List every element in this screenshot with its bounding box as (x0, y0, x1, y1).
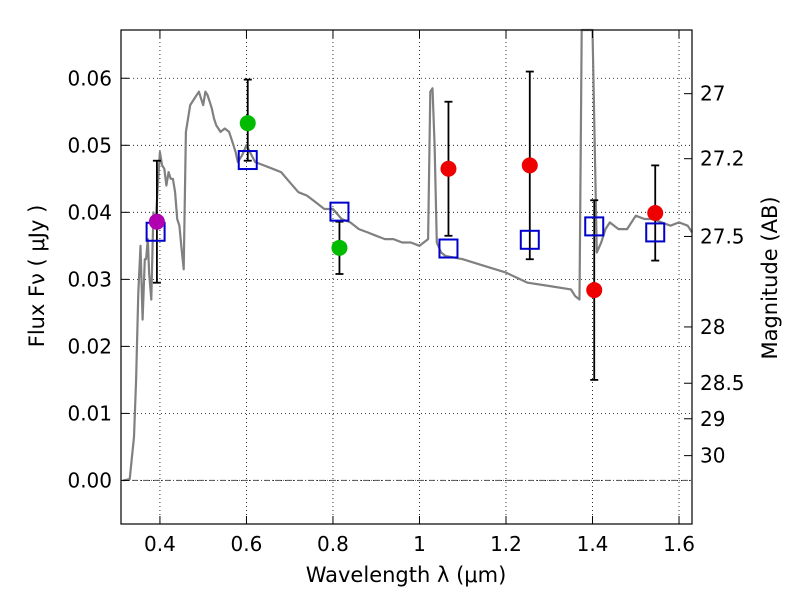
observed-red-point (521, 157, 538, 174)
right-tick-label: 28.5 (700, 371, 745, 395)
model-photometry-point (519, 229, 540, 250)
data-markers (145, 115, 666, 299)
observed-red-point (440, 160, 457, 177)
x-tick-label: 0.6 (231, 532, 263, 556)
x-tick-label: 1 (413, 532, 426, 556)
x-axis-label: Wavelength λ (μm) (306, 563, 507, 587)
right-tick-label: 27 (700, 82, 725, 106)
model-photometry-point (237, 150, 258, 171)
x-tick-label: 0.8 (317, 532, 349, 556)
y-tick-label: 0.00 (67, 468, 112, 492)
x-tick-labels: 0.4 0.6 0.8 1 1.2 1.4 1.6 (144, 532, 695, 556)
y-tick-label: 0.03 (67, 267, 112, 291)
model-photometry-point (584, 216, 605, 237)
y-tick-labels: 0.00 0.01 0.02 0.03 0.04 0.05 0.06 (67, 66, 112, 492)
y-tick-label: 0.02 (67, 334, 112, 358)
observed-red-point (647, 204, 664, 221)
model-photometry-point (645, 222, 666, 243)
observed-red-point (586, 282, 603, 299)
right-axis-label: Magnitude (AB) (758, 196, 782, 359)
x-tick-label: 1.6 (663, 532, 695, 556)
y-tick-label: 0.01 (67, 401, 112, 425)
x-tick-label: 1.2 (490, 532, 522, 556)
observed-purple-point (148, 213, 165, 230)
right-tick-labels: 27 27.2 27.5 28 28.5 29 30 (700, 82, 745, 468)
y-tick-label: 0.04 (67, 200, 112, 224)
observed-green-point (331, 239, 348, 256)
x-tick-label: 1.4 (577, 532, 609, 556)
right-tick-label: 30 (700, 444, 725, 468)
axis-ticks (121, 30, 692, 524)
y-tick-label: 0.06 (67, 66, 112, 90)
model-photometry-point (329, 201, 350, 222)
right-tick-label: 27.2 (700, 147, 745, 171)
right-tick-label: 29 (700, 407, 725, 431)
observed-green-point (239, 115, 256, 132)
y-axis-label: Flux Fν ( μJy ) (25, 205, 49, 348)
y-tick-label: 0.05 (67, 133, 112, 157)
right-tick-label: 28 (700, 315, 725, 339)
model-photometry-point (438, 238, 459, 259)
plot-frame (120, 29, 693, 525)
x-tick-label: 0.4 (144, 532, 176, 556)
right-tick-label: 27.5 (700, 224, 745, 248)
